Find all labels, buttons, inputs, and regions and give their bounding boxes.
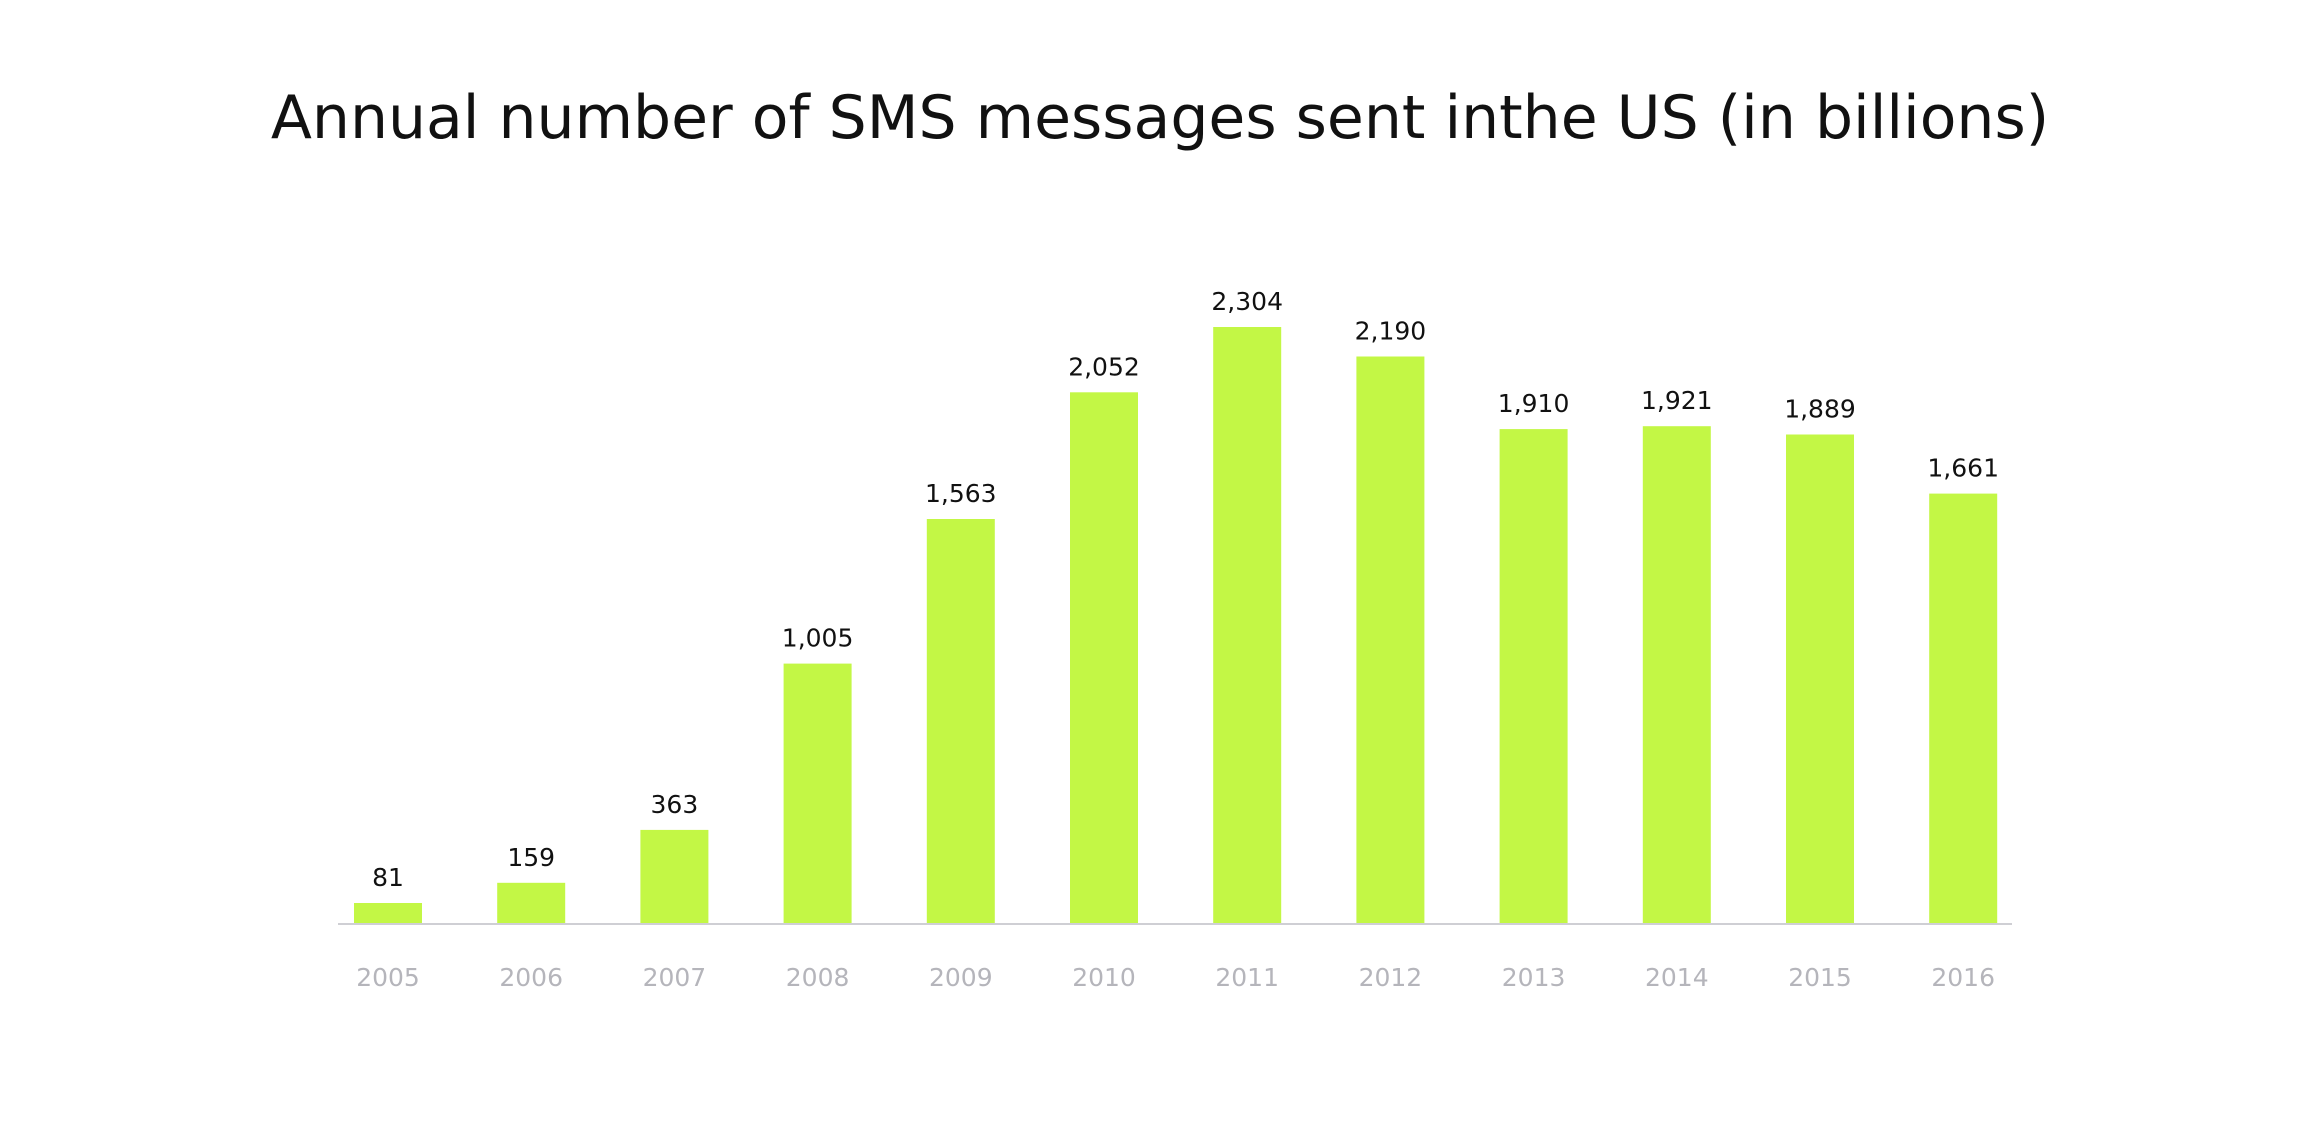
x-tick-label-2014: 2014: [1645, 963, 1709, 992]
bar-2010: [1070, 392, 1138, 924]
value-label-2010: 2,052: [1068, 352, 1140, 381]
x-tick-label-2013: 2013: [1502, 963, 1566, 992]
x-tick-label-2005: 2005: [356, 963, 420, 992]
bars-group: [354, 327, 1998, 924]
bar-2012: [1356, 356, 1425, 924]
bar-2008: [783, 663, 852, 924]
x-tick-label-2016: 2016: [1931, 963, 1995, 992]
x-tick-label-2015: 2015: [1788, 963, 1852, 992]
bar-2013: [1499, 429, 1568, 924]
x-tick-label-2006: 2006: [499, 963, 563, 992]
x-tick-label-2007: 2007: [643, 963, 707, 992]
x-tick-label-2009: 2009: [929, 963, 993, 992]
bar-2006: [497, 882, 566, 924]
value-label-2012: 2,190: [1355, 317, 1427, 346]
bar-2014: [1642, 426, 1711, 924]
bar-2016: [1929, 493, 1998, 924]
value-label-2013: 1,910: [1498, 389, 1570, 418]
value-labels-group: 81 159 363 1,005 1,563 2,052 2,304 2,190 1,910 1,…: [372, 287, 1999, 892]
tick-labels-group: 2005 2006 2007 2008 2009 2010 2011 2012 2013 2014…: [356, 963, 1995, 992]
bar-2011: [1213, 327, 1282, 924]
value-label-2016: 1,661: [1927, 454, 1999, 483]
bar-2007: [640, 829, 709, 924]
x-tick-label-2010: 2010: [1072, 963, 1136, 992]
bar-2009: [926, 519, 995, 924]
value-label-2009: 1,563: [925, 479, 997, 508]
bar-2005: [354, 903, 422, 924]
value-label-2007: 363: [651, 790, 699, 819]
value-label-2011: 2,304: [1211, 287, 1283, 316]
value-label-2008: 1,005: [782, 624, 854, 653]
value-label-2015: 1,889: [1784, 395, 1856, 424]
value-label-2005: 81: [372, 863, 404, 892]
x-tick-label-2008: 2008: [786, 963, 850, 992]
chart-title: Annual number of SMS messages sent inthe…: [270, 83, 2050, 153]
x-tick-label-2012: 2012: [1359, 963, 1423, 992]
value-label-2014: 1,921: [1641, 386, 1713, 415]
bar-2015: [1786, 434, 1854, 924]
x-tick-label-2011: 2011: [1215, 963, 1279, 992]
value-label-2006: 159: [507, 843, 555, 872]
